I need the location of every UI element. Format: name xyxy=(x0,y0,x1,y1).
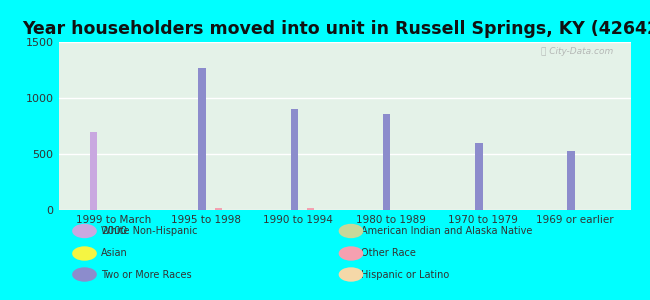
Text: American Indian and Alaska Native: American Indian and Alaska Native xyxy=(361,226,532,236)
Bar xyxy=(307,208,314,210)
Text: Hispanic or Latino: Hispanic or Latino xyxy=(361,269,449,280)
Bar xyxy=(291,109,298,210)
Text: White Non-Hispanic: White Non-Hispanic xyxy=(101,226,197,236)
Bar xyxy=(198,68,206,210)
Bar xyxy=(475,143,482,210)
Text: Asian: Asian xyxy=(101,248,127,259)
Bar xyxy=(214,208,222,210)
Title: Year householders moved into unit in Russell Springs, KY (42642): Year householders moved into unit in Rus… xyxy=(22,20,650,38)
Bar xyxy=(90,132,97,210)
Text: Two or More Races: Two or More Races xyxy=(101,269,191,280)
Bar xyxy=(567,151,575,210)
Text: ⓘ City-Data.com: ⓘ City-Data.com xyxy=(541,47,614,56)
Text: Other Race: Other Race xyxy=(361,248,415,259)
Bar xyxy=(383,114,390,210)
